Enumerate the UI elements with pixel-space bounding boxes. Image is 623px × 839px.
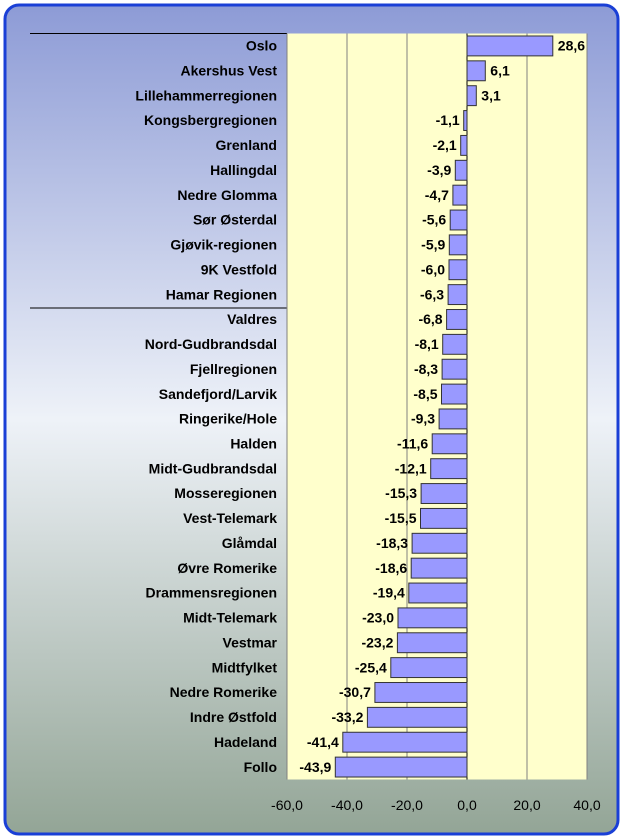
y-tick-label: Nedre Glomma (177, 187, 277, 203)
value-label: 6,1 (490, 63, 510, 79)
value-label: -9,3 (411, 411, 435, 427)
value-label: -3,9 (427, 162, 451, 178)
value-label: -8,1 (415, 336, 439, 352)
bar (438, 408, 468, 430)
value-label: -8,5 (413, 386, 437, 402)
bar (442, 333, 468, 355)
x-tick-label: -20,0 (391, 797, 423, 813)
value-label: -25,4 (355, 659, 387, 675)
value-label: -4,7 (425, 187, 449, 203)
y-tick-label: Midt-Gudbrandsdal (149, 460, 277, 476)
y-tick-label: Midt-Telemark (183, 610, 277, 626)
bar (430, 458, 468, 480)
x-tick-label: 20,0 (513, 797, 540, 813)
bar (449, 209, 468, 231)
value-label: -18,3 (376, 535, 408, 551)
y-tick-label: Gjøvik-regionen (170, 237, 277, 253)
value-label: -18,6 (375, 560, 407, 576)
value-label: -2,1 (433, 137, 457, 153)
y-tick-label: Fjellregionen (190, 361, 277, 377)
bar (397, 607, 468, 629)
value-label: -23,0 (362, 610, 394, 626)
value-label: -6,0 (421, 261, 445, 277)
plot-area (287, 33, 587, 780)
bar (366, 706, 468, 728)
bar (446, 309, 468, 330)
y-tick-label: Valdres (227, 311, 277, 327)
y-tick-label: Øvre Romerike (177, 560, 277, 576)
bar (396, 632, 468, 654)
bar (374, 682, 468, 703)
y-tick-label: Glåmdal (222, 535, 277, 551)
bar (411, 532, 468, 554)
x-tick-label: 0,0 (457, 797, 477, 813)
y-tick-label: Oslo (246, 38, 277, 54)
value-label: -23,2 (361, 634, 393, 650)
y-tick-label: Nord-Gudbrandsdal (145, 336, 277, 352)
value-label: -15,3 (385, 485, 417, 501)
y-tick-label: Hamar Regionen (166, 286, 277, 302)
y-tick-label: Akershus Vest (181, 63, 278, 79)
y-tick-label: Hallingdal (210, 162, 277, 178)
y-tick-label: Hadeland (214, 734, 277, 750)
bar (448, 259, 468, 281)
y-tick-label: Sandefjord/Larvik (159, 386, 277, 402)
x-tick-label: -60,0 (271, 797, 303, 813)
y-tick-label: Lillehammerregionen (135, 87, 277, 103)
y-tick-label: Follo (244, 759, 277, 775)
y-tick-label: Indre Østfold (190, 709, 277, 725)
value-label: 3,1 (481, 87, 501, 103)
bar (447, 284, 468, 306)
value-label: -15,5 (385, 510, 417, 526)
y-tick-label: Midtfylket (212, 659, 278, 675)
bar (420, 507, 468, 529)
value-label: -33,2 (331, 709, 363, 725)
value-label: -43,9 (299, 759, 331, 775)
bar (431, 433, 468, 455)
y-tick-label: Grenland (216, 137, 277, 153)
value-label: -6,8 (418, 311, 442, 327)
bar (410, 557, 468, 579)
bar (460, 134, 468, 156)
y-tick-label: Halden (230, 436, 277, 452)
bar (454, 159, 468, 181)
bar (463, 110, 468, 131)
bar (466, 60, 486, 82)
value-label: -12,1 (395, 460, 427, 476)
y-tick-label: Kongsbergregionen (144, 112, 277, 128)
y-tick-label: Sør Østerdal (193, 212, 277, 228)
y-tick-label: Ringerike/Hole (179, 411, 277, 427)
x-tick-label: 40,0 (573, 797, 600, 813)
value-label: -11,6 (397, 436, 428, 452)
bar (466, 85, 477, 107)
bar (334, 756, 468, 778)
value-label: -1,1 (436, 112, 460, 128)
bar (441, 358, 468, 380)
bar (390, 657, 468, 679)
value-label: -5,6 (422, 212, 446, 228)
value-label: 28,6 (558, 38, 585, 54)
bar (466, 35, 554, 57)
y-tick-label: 9K Vestfold (201, 261, 277, 277)
value-label: -6,3 (420, 286, 444, 302)
bar (420, 483, 468, 504)
x-tick-label: -40,0 (331, 797, 363, 813)
bar (448, 234, 468, 256)
bar (408, 582, 468, 604)
bar (342, 731, 468, 753)
value-label: -8,3 (414, 361, 438, 377)
y-tick-label: Mosseregionen (174, 485, 277, 501)
y-tick-label: Drammensregionen (146, 585, 277, 601)
value-label: -30,7 (339, 684, 371, 700)
y-tick-label: Vestmar (223, 634, 278, 650)
value-label: -5,9 (421, 237, 445, 253)
bar (441, 383, 468, 405)
value-label: -19,4 (373, 585, 405, 601)
y-tick-label: Nedre Romerike (170, 684, 278, 700)
value-label: -41,4 (307, 734, 339, 750)
bar (452, 184, 468, 206)
y-tick-label: Vest-Telemark (183, 510, 277, 526)
